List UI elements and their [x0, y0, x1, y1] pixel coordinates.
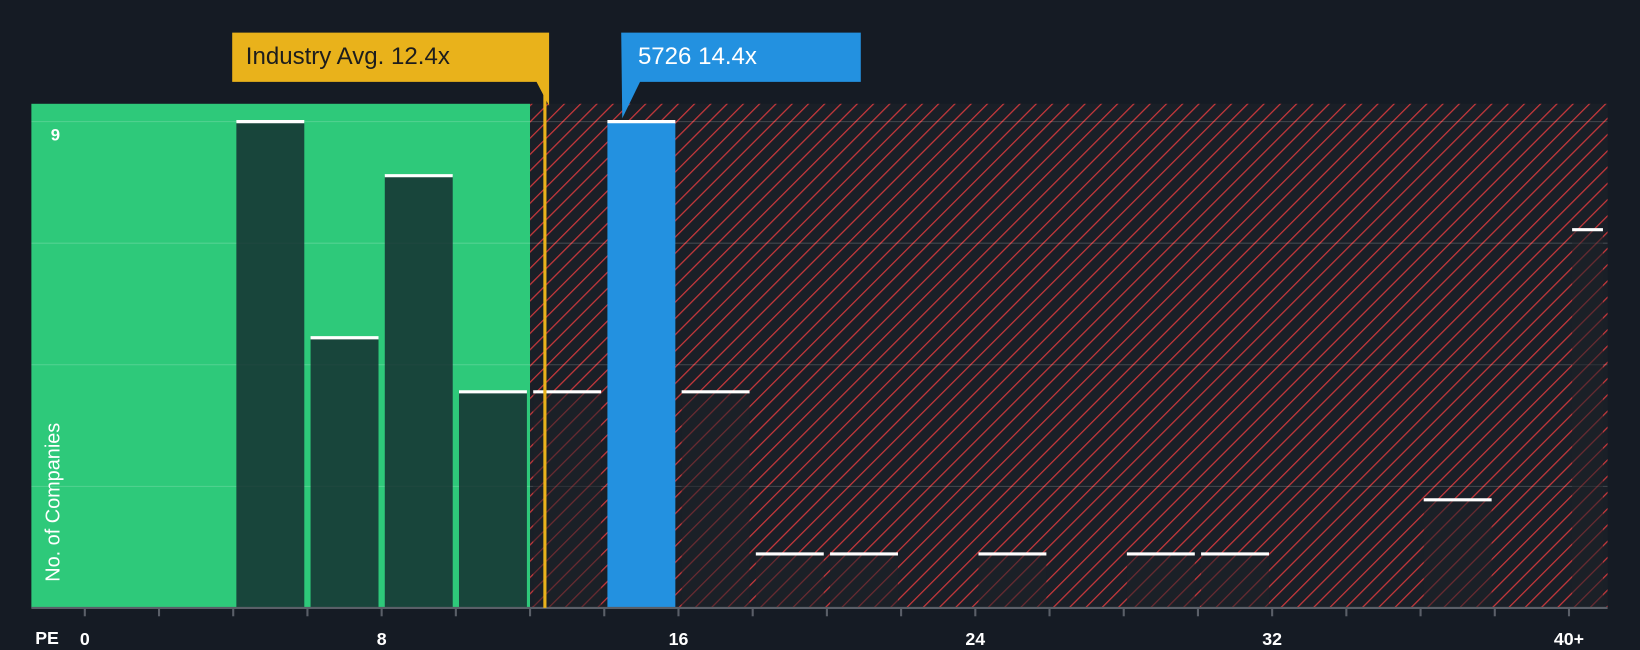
histogram-bar [1423, 499, 1492, 608]
company-callout [621, 32, 861, 119]
x-tick-label: 32 [1262, 629, 1282, 649]
histogram-bar [755, 553, 824, 608]
histogram-bar [310, 337, 379, 608]
industry-avg-label: Industry Avg. 12.4x [246, 43, 450, 70]
y-axis-label: No. of Companies [43, 423, 65, 582]
x-tick-label: 40+ [1554, 629, 1584, 649]
histogram-bar [978, 553, 1047, 608]
histogram-bar [1126, 553, 1195, 608]
histogram-bar [830, 553, 898, 608]
industry-avg-callout [232, 32, 550, 106]
x-axis-label: PE [35, 628, 59, 648]
company-label: 5726 14.4x [638, 43, 757, 70]
histogram-bar [1201, 553, 1270, 608]
x-tick-label: 24 [965, 629, 985, 649]
x-tick-label: 16 [669, 629, 689, 649]
histogram-bar [681, 391, 750, 608]
histogram-bar [384, 175, 453, 608]
y-tick-label: 9 [51, 126, 60, 145]
histogram-bar [1572, 229, 1603, 608]
histogram-bar [458, 391, 527, 608]
histogram-bar [236, 121, 305, 608]
histogram-bar [607, 121, 676, 608]
x-tick-label: 0 [80, 629, 90, 649]
x-tick-label: 8 [377, 629, 387, 649]
